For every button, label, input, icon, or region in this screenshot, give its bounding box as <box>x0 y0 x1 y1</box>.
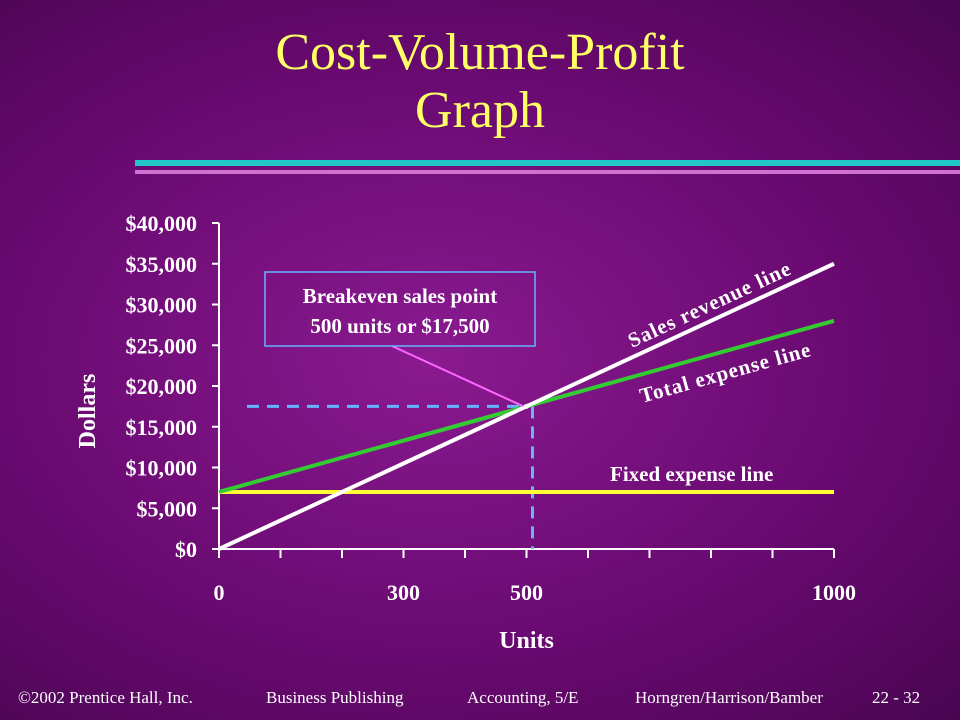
y-tick-label: $40,000 <box>126 211 198 236</box>
slide-title: Cost-Volume-Profit Graph <box>0 24 960 140</box>
footer-authors: Horngren/Harrison/Bamber <box>635 688 823 707</box>
title-line-1: Cost-Volume-Profit <box>275 24 685 81</box>
accent-bar-teal <box>135 160 960 166</box>
y-axis-title: Dollars <box>75 374 101 449</box>
y-tick-label: $25,000 <box>126 333 198 358</box>
y-tick-label: $35,000 <box>126 252 198 277</box>
total-expense-label: Total expense line <box>637 337 814 408</box>
breakeven-callout-pointer <box>391 345 524 408</box>
y-tick-label: $15,000 <box>126 415 198 440</box>
fixed-expense-label: Fixed expense line <box>610 462 773 486</box>
breakeven-callout-line-1: Breakeven sales point <box>303 284 497 308</box>
footer: ©2002 Prentice Hall, Inc. Business Publi… <box>0 688 960 712</box>
x-tick-label: 0 <box>214 580 225 605</box>
x-tick-label: 500 <box>510 580 543 605</box>
breakeven-callout-box <box>264 271 536 347</box>
y-tick-label: $0 <box>175 537 197 562</box>
footer-publisher: Business Publishing <box>266 688 404 707</box>
y-tick-label: $5,000 <box>137 496 198 521</box>
x-axis-title: Units <box>499 628 554 654</box>
y-tick-label: $20,000 <box>126 374 198 399</box>
footer-book: Accounting, 5/E <box>467 688 579 707</box>
x-tick-label: 1000 <box>812 580 856 605</box>
accent-bar-pink <box>135 170 960 174</box>
footer-copyright: ©2002 Prentice Hall, Inc. <box>18 688 193 707</box>
breakeven-callout-line-2: 500 units or $17,500 <box>310 314 489 338</box>
x-tick-label: 300 <box>387 580 420 605</box>
y-tick-label: $30,000 <box>126 293 198 318</box>
title-line-2: Graph <box>415 82 545 139</box>
y-tick-label: $10,000 <box>126 456 198 481</box>
breakeven-point <box>524 403 529 409</box>
footer-page: 22 - 32 <box>872 688 921 707</box>
cvp-chart: $0 $5,000 $10,000 $15,000 $20,000 $25,000 $30,… <box>75 211 856 654</box>
